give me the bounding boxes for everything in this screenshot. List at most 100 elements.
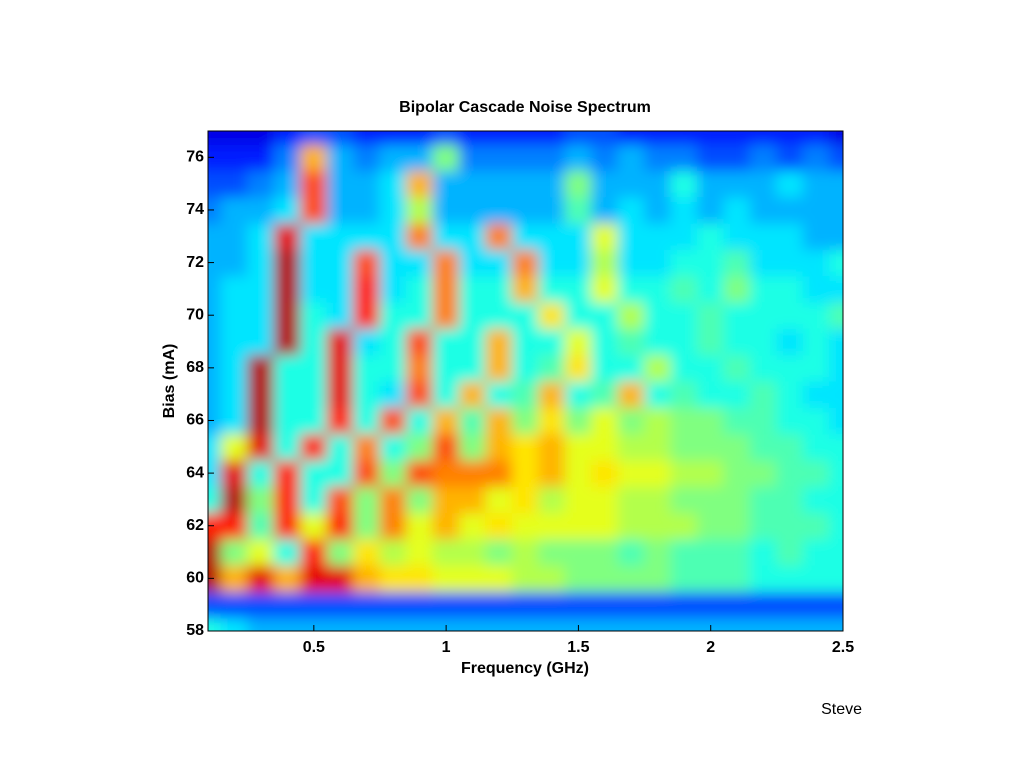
heatmap-cell	[326, 248, 355, 277]
heatmap-cell	[617, 248, 646, 277]
heatmap-cell	[723, 512, 751, 540]
heatmap-cell	[247, 301, 275, 329]
heatmap-cell	[353, 131, 381, 145]
heatmap-cell	[485, 591, 513, 619]
heatmap-cell	[696, 512, 725, 540]
heatmap-cell	[273, 327, 302, 356]
heatmap-cell	[458, 222, 487, 250]
heatmap-cell	[353, 433, 381, 461]
heatmap-cell	[617, 196, 646, 224]
heatmap-cell	[405, 275, 434, 303]
heatmap-cell	[749, 131, 778, 145]
heatmap-cell	[208, 433, 222, 461]
heatmap-cell	[802, 301, 831, 329]
heatmap-cell	[564, 406, 593, 435]
heatmap-cell	[802, 169, 831, 198]
heatmap-cell	[273, 275, 302, 303]
heatmap-cell	[511, 406, 540, 435]
heatmap-cell	[458, 485, 487, 514]
heatmap-cell	[485, 459, 513, 487]
heatmap-cell	[220, 196, 249, 224]
y-tick-label: 76	[186, 149, 204, 166]
heatmap-cell	[749, 327, 778, 356]
heatmap-cell	[485, 327, 513, 356]
heatmap-cell	[670, 354, 698, 382]
chart-title: Bipolar Cascade Noise Spectrum	[399, 99, 651, 116]
heatmap-cell	[273, 512, 302, 540]
heatmap-cell	[776, 459, 804, 487]
heatmap-cell	[829, 406, 843, 435]
heatmap-cell	[432, 131, 460, 145]
heatmap-cell	[749, 275, 778, 303]
heatmap-cell	[432, 301, 460, 329]
heatmap-cell	[696, 143, 725, 171]
heatmap-cell	[432, 327, 460, 356]
heatmap-cell	[353, 196, 381, 224]
heatmap-cell	[591, 248, 619, 277]
heatmap-cell	[564, 380, 593, 408]
heatmap-cell	[485, 222, 513, 250]
heatmap-cell	[644, 512, 672, 540]
heatmap-cell	[591, 617, 619, 631]
heatmap-cell	[208, 169, 222, 198]
heatmap-cell	[591, 406, 619, 435]
heatmap-cell	[208, 196, 222, 224]
heatmap-cell	[405, 433, 434, 461]
heatmap-cell	[300, 327, 328, 356]
heatmap-cell	[273, 538, 302, 566]
heatmap-cell	[326, 196, 355, 224]
heatmap-cell	[405, 459, 434, 487]
heatmap-cell	[564, 485, 593, 514]
heatmap-cell	[591, 354, 619, 382]
heatmap-cell	[538, 143, 566, 171]
heatmap-cell	[670, 222, 698, 250]
heatmap-cell	[644, 485, 672, 514]
heatmap-cell	[696, 538, 725, 566]
heatmap-cell	[591, 301, 619, 329]
heatmap-cell	[511, 301, 540, 329]
heatmap-cell	[326, 131, 355, 145]
heatmap-cell	[273, 380, 302, 408]
heatmap-cell	[379, 564, 407, 593]
heatmap-cell	[749, 564, 778, 593]
heatmap-cell	[379, 131, 407, 145]
heatmap-cell	[220, 169, 249, 198]
x-tick-label: 2.5	[832, 639, 854, 656]
heatmap-cell	[326, 275, 355, 303]
heatmap-cell	[326, 169, 355, 198]
heatmap-cell	[723, 248, 751, 277]
heatmap-cell	[511, 196, 540, 224]
heatmap-cell	[458, 131, 487, 145]
heatmap-cell	[247, 591, 275, 619]
heatmap-cell	[208, 512, 222, 540]
heatmap-cell	[220, 564, 249, 593]
heatmap-cell	[670, 485, 698, 514]
heatmap-cell	[591, 380, 619, 408]
heatmap-cell	[696, 327, 725, 356]
heatmap-cell	[432, 169, 460, 198]
heatmap-cell	[247, 512, 275, 540]
heatmap-cell	[511, 354, 540, 382]
heatmap-cell	[300, 512, 328, 540]
heatmap-cell	[776, 485, 804, 514]
heatmap-cell	[326, 327, 355, 356]
heatmap-cell	[326, 512, 355, 540]
heatmap-cell	[247, 538, 275, 566]
heatmap-cell	[591, 327, 619, 356]
heatmap-cell	[432, 512, 460, 540]
heatmap-cell	[644, 327, 672, 356]
heatmap-cell	[405, 143, 434, 171]
heatmap-cell	[511, 485, 540, 514]
heatmap-cell	[749, 406, 778, 435]
heatmap-cell	[353, 564, 381, 593]
heatmap-cell	[353, 485, 381, 514]
heatmap-cell	[247, 131, 275, 145]
heatmap-cell	[564, 564, 593, 593]
heatmap-cell	[353, 538, 381, 566]
heatmap-cell	[220, 538, 249, 566]
heatmap-cell	[617, 459, 646, 487]
heatmap-cell	[405, 617, 434, 631]
heatmap-cell	[670, 406, 698, 435]
heatmap-cell	[379, 459, 407, 487]
heatmap-cell	[723, 380, 751, 408]
